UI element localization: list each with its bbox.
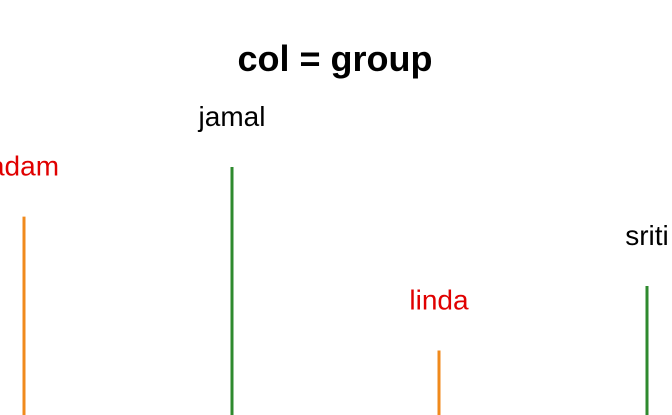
chart-title: col = group [237, 38, 432, 79]
bars-group: adam jamal linda sriti [0, 101, 669, 415]
bar-label-linda: linda [409, 285, 469, 316]
bar-label-sriti: sriti [625, 220, 669, 251]
bar-label-jamal: jamal [198, 101, 266, 132]
bar-label-adam: adam [0, 151, 59, 182]
